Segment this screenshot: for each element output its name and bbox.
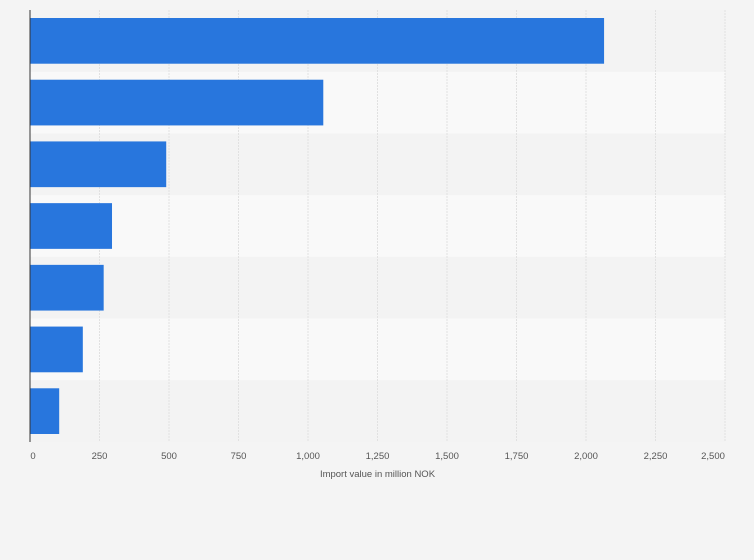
x-tick-label: 2,500 (701, 451, 725, 462)
bar (30, 388, 60, 434)
bar (30, 18, 605, 64)
bar (30, 79, 324, 126)
bar (30, 326, 83, 373)
x-tick-label: 500 (161, 451, 177, 462)
x-tick-label: 1,500 (435, 451, 459, 462)
x-tick-label: 2,000 (574, 451, 598, 462)
x-tick-label: 750 (231, 451, 247, 462)
x-tick-label: 250 (92, 451, 108, 462)
x-tick-label: 1,000 (296, 451, 320, 462)
x-tick-label: 2,250 (644, 451, 668, 462)
bar (30, 203, 113, 249)
bar (30, 264, 104, 311)
bar (30, 141, 167, 188)
x-tick-label: 1,250 (366, 451, 390, 462)
bars (30, 18, 605, 434)
x-axis-title: Import value in million NOK (320, 469, 436, 480)
x-tick-label: 0 (30, 451, 35, 462)
x-axis-tick-labels: 0 250 500 750 1,000 1,250 1,500 1,750 2,000 2,250… (30, 451, 725, 462)
x-tick-label: 1,750 (505, 451, 529, 462)
